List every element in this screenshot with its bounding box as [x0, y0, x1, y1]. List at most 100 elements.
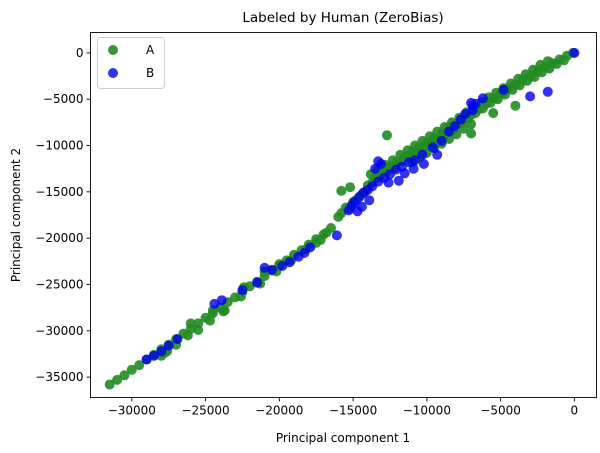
data-point-b [542, 86, 553, 97]
data-point-a [529, 72, 540, 82]
data-point-a [410, 140, 420, 151]
series-b [141, 47, 580, 365]
data-point-b [352, 206, 363, 217]
data-point-a [513, 73, 524, 84]
plot-frame [90, 32, 597, 398]
x-tick-label: −10000 [403, 404, 451, 418]
y-tick-label: −25000 [35, 277, 83, 291]
data-point-b [436, 135, 447, 146]
data-point-a [402, 145, 413, 156]
data-point-b [569, 47, 580, 58]
y-axis: 0 −5000 −10000 −15000 −20000 −25000 −30000 −350… [35, 46, 91, 384]
data-point-b [277, 261, 288, 271]
y-tick-label: −20000 [35, 231, 83, 245]
data-point-a [535, 59, 546, 70]
data-point-b [364, 195, 375, 206]
data-point-a [505, 78, 516, 89]
y-tick-label: −35000 [35, 370, 83, 384]
x-tick-label: −25000 [181, 404, 229, 418]
x-tick-label: −20000 [255, 404, 303, 418]
legend: A B [97, 37, 165, 89]
data-point-a [182, 330, 193, 341]
plot-area [90, 32, 597, 398]
data-point-a [219, 305, 230, 316]
data-point-b [418, 159, 429, 169]
data-point-a [417, 135, 428, 146]
x-tick-label: −30000 [108, 404, 156, 418]
x-axis-label: Principal component 1 [276, 431, 410, 445]
x-tick-label: 0 [571, 404, 579, 418]
data-point-a [510, 100, 521, 111]
data-point-a [193, 324, 204, 335]
data-point-b [525, 91, 536, 102]
legend-label-b: B [146, 66, 154, 80]
data-point-a [185, 318, 196, 329]
data-point-b [467, 105, 478, 116]
data-point-b [393, 175, 404, 186]
data-point-b [417, 149, 428, 160]
data-point-b [466, 97, 477, 108]
data-point-b [399, 168, 410, 179]
data-point-b [408, 163, 419, 174]
data-point-b [216, 295, 227, 306]
data-point-a [458, 123, 469, 134]
data-point-b [455, 114, 466, 125]
legend-label-a: A [146, 43, 155, 57]
data-point-a [544, 63, 555, 74]
data-point-b [370, 163, 381, 174]
data-point-a [542, 56, 553, 67]
data-point-a [488, 108, 499, 119]
data-point-a [432, 126, 443, 137]
y-tick-label: −15000 [35, 185, 83, 199]
data-point-b [427, 142, 438, 153]
series-layer [104, 47, 580, 390]
data-point-a [104, 379, 115, 390]
data-point-a [466, 128, 477, 139]
data-point-b [284, 257, 295, 268]
data-point-b [432, 149, 443, 160]
data-point-b [343, 205, 354, 216]
data-point-a [424, 131, 435, 142]
data-point-b [141, 354, 152, 365]
data-point-a [119, 370, 130, 381]
x-tick-label: −15000 [329, 404, 377, 418]
y-axis-label: Principal component 2 [9, 148, 23, 282]
data-point-b [209, 298, 220, 309]
data-point-a [112, 374, 123, 385]
y-tick-label: −5000 [43, 92, 84, 106]
data-point-a [336, 185, 347, 196]
chart-title: Labeled by Human (ZeroBias) [242, 10, 443, 26]
data-point-a [520, 69, 531, 80]
data-point-a [395, 149, 406, 160]
data-point-b [383, 177, 394, 188]
data-point-b [172, 334, 183, 345]
legend-marker-b [108, 68, 118, 78]
y-tick-label: −30000 [35, 324, 83, 338]
data-point-b [163, 340, 174, 351]
data-point-b [237, 285, 248, 295]
x-axis: −30000 −25000 −20000 −15000 −10000 −5000 0 [108, 397, 579, 418]
data-point-b [267, 264, 277, 275]
data-point-a [321, 227, 332, 238]
data-point-b [498, 84, 509, 95]
data-point-a [134, 360, 145, 371]
legend-box [97, 37, 165, 89]
data-point-a [466, 119, 477, 130]
data-point-b [156, 346, 167, 357]
data-point-a [382, 130, 392, 141]
data-point-a [536, 67, 547, 78]
data-point-a [345, 182, 356, 193]
y-tick-label: −10000 [35, 139, 83, 153]
data-point-a [387, 155, 398, 166]
data-point-b [331, 230, 342, 241]
data-point-b [444, 126, 454, 137]
data-point-a [528, 64, 539, 75]
y-tick-label: 0 [76, 46, 84, 60]
data-point-b [477, 93, 488, 104]
data-point-a [126, 364, 137, 375]
data-point-b [305, 242, 316, 253]
data-point-a [559, 55, 569, 66]
data-point-a [205, 315, 215, 326]
data-point-b [252, 277, 263, 288]
